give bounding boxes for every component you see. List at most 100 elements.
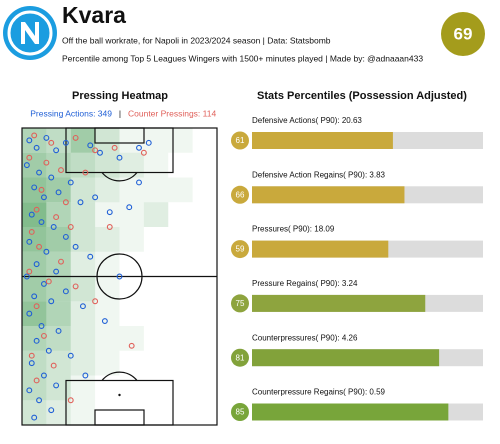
scatter-point <box>48 298 55 305</box>
club-badge <box>3 6 57 60</box>
heatmap-cell <box>22 400 47 425</box>
scatter-point <box>38 219 45 226</box>
heatmap-cell <box>193 252 217 277</box>
scatter-point <box>28 360 35 367</box>
scatter-point <box>92 194 99 201</box>
heatmap-cell <box>70 202 96 227</box>
pitch <box>21 127 218 426</box>
subtitle: Off the ball workrate, for Napoli in 202… <box>62 35 331 45</box>
scatter-point <box>26 154 33 161</box>
scatter-point <box>48 174 55 181</box>
scatter-point <box>55 189 62 196</box>
penalty-arc <box>101 172 138 182</box>
percentile-bars: Defensive Actions( P90): 20.63 61 Defensiv… <box>231 116 483 421</box>
heatmap-cell <box>70 400 96 425</box>
scatter-point <box>33 144 40 151</box>
heatmap-cell <box>120 277 144 302</box>
scatter-point <box>72 283 79 290</box>
scatter-point <box>126 204 133 211</box>
scatter-point <box>67 224 74 230</box>
scatter-point <box>26 137 33 144</box>
heatmap-cell <box>143 177 169 203</box>
heatmap-cell <box>95 350 120 376</box>
heatmap-cell <box>119 177 144 203</box>
percentile-badge <box>231 348 249 367</box>
heatmap-cell <box>168 202 192 227</box>
heatmap-cell <box>193 326 217 351</box>
scatter-point <box>72 134 79 141</box>
heatmap <box>22 128 217 425</box>
subtitle: Percentile among Top 5 Leagues Wingers w… <box>62 53 423 63</box>
percentile-badge <box>231 403 249 421</box>
scatter-point <box>58 167 64 174</box>
centre-circle <box>96 253 143 300</box>
scatter-point <box>136 179 142 186</box>
scatter-point <box>116 154 123 161</box>
scatter-point <box>82 169 89 176</box>
scatter-point <box>67 352 74 359</box>
percentile-value: 81 <box>236 353 245 362</box>
scatter-point <box>45 347 52 354</box>
percentile-badge <box>231 131 249 150</box>
scatter-point <box>33 377 40 384</box>
badge-letter <box>21 22 39 44</box>
heatmap-cell <box>144 277 168 302</box>
bar-label: Counterpressures( P90): 4.26 <box>252 333 358 342</box>
scatter-point <box>28 229 35 235</box>
heatmap-cell <box>120 351 144 376</box>
scatter-point <box>26 310 33 317</box>
heatmap-cell <box>168 177 193 203</box>
heatmap-cell <box>193 351 217 376</box>
scatter-point <box>62 139 69 146</box>
scatter-point <box>53 147 60 154</box>
heatmap-cell <box>22 276 47 302</box>
scatter-point <box>128 342 135 349</box>
scatter-point <box>62 288 69 295</box>
scatter-point <box>67 397 74 404</box>
scatter-point <box>53 268 60 275</box>
heatmap-cell <box>95 227 120 252</box>
heatmap-cell <box>193 153 217 178</box>
heatmap-cell <box>144 301 168 326</box>
scatter-point <box>40 280 47 287</box>
scatter-point <box>136 144 142 151</box>
heatmap-cell <box>193 400 217 425</box>
scatter-point <box>101 318 108 324</box>
scatter-point <box>58 258 64 265</box>
heatmap-cell <box>119 152 144 178</box>
scatter-point <box>111 144 118 151</box>
heatmap-cell <box>193 277 217 302</box>
scatter-point <box>53 382 60 389</box>
scatter-point <box>33 337 40 344</box>
heatmap-cell <box>144 227 168 252</box>
scatter-point <box>31 414 38 421</box>
scatter-point <box>40 332 47 339</box>
scatter-point <box>87 142 94 149</box>
heatmap-cell <box>168 277 192 302</box>
heatmap-cell <box>70 227 96 252</box>
heatmap-cell <box>46 350 71 376</box>
scatter-point <box>55 328 62 334</box>
heatmap-cell <box>120 400 144 425</box>
scatter-point <box>36 169 43 176</box>
bar <box>252 132 393 149</box>
heatmap-cell <box>95 276 120 302</box>
heatmap-cell <box>95 376 119 401</box>
heatmap-cell <box>143 152 169 178</box>
heatmap-cell <box>144 351 168 376</box>
heatmap-cell <box>46 202 71 227</box>
heatmap-cell <box>119 326 144 351</box>
six-yard-box <box>94 127 145 144</box>
heatmap-cell <box>168 326 192 351</box>
percentile-value: 85 <box>236 408 245 417</box>
heatmap-cell <box>144 400 168 425</box>
scatter-point <box>106 224 113 230</box>
scatter-point <box>48 407 55 414</box>
chart-title: Stats Percentiles (Possession Adjusted) <box>257 90 467 102</box>
percentile-value: 66 <box>236 190 245 199</box>
heatmap-cell <box>168 351 192 376</box>
bar <box>252 349 440 367</box>
scatter-point <box>116 273 123 280</box>
bar-label: Pressures( P90): 18.09 <box>252 225 335 234</box>
heatmap-cell <box>95 202 120 227</box>
